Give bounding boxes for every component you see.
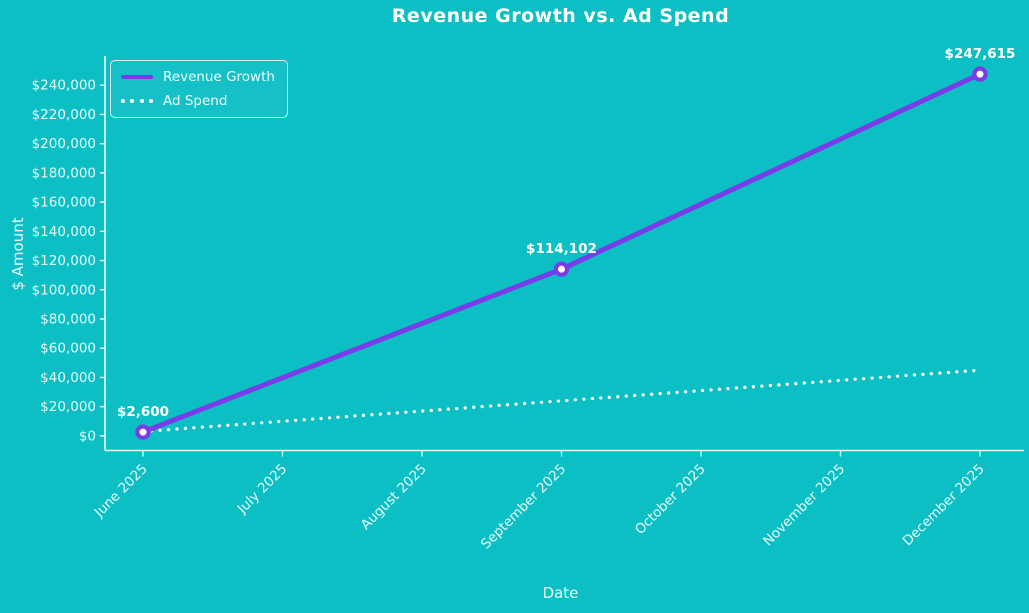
data-point-marker	[135, 424, 151, 440]
y-tick-label: $100,000	[32, 282, 96, 298]
y-tick-label: $40,000	[40, 370, 96, 386]
y-tick-label: $20,000	[40, 399, 96, 415]
data-point-marker	[972, 66, 988, 82]
y-axis-label: $ Amount	[9, 217, 27, 291]
legend-label-revenue-growth: Revenue Growth	[163, 69, 275, 85]
x-tick-label: September 2025	[478, 461, 569, 552]
y-tick-label: $120,000	[32, 253, 96, 269]
data-point-marker	[553, 261, 570, 277]
x-tick-label: August 2025	[358, 461, 430, 533]
x-tick-label: October 2025	[632, 461, 709, 538]
x-tick-label: December 2025	[900, 461, 988, 549]
ad-spend-line	[141, 368, 982, 434]
x-tick-label: June 2025	[91, 461, 151, 521]
data-point-annotation: $247,615	[945, 46, 1016, 62]
y-tick-label: $160,000	[32, 195, 96, 211]
ad-spend-line-swatch	[121, 99, 153, 103]
legend-item-revenue-growth: Revenue Growth	[121, 68, 275, 86]
y-tick-label: $140,000	[32, 224, 96, 240]
revenue-line-swatch	[121, 74, 153, 80]
data-point-annotation: $114,102	[526, 241, 597, 257]
y-tick-label: $180,000	[32, 165, 96, 181]
x-axis-label: Date	[542, 584, 579, 602]
data-point-annotation: $2,600	[117, 404, 169, 420]
y-tick-label: $200,000	[32, 136, 96, 152]
legend: Revenue Growth Ad Spend	[110, 60, 288, 118]
chart-title: Revenue Growth vs. Ad Spend	[391, 5, 730, 27]
y-tick-label: $80,000	[40, 312, 96, 328]
y-tick-label: $60,000	[40, 341, 96, 357]
x-tick-label: November 2025	[760, 461, 848, 549]
y-tick-label: $220,000	[32, 107, 96, 123]
y-tick-label: $0	[79, 428, 96, 444]
x-tick-label: July 2025	[234, 461, 291, 518]
legend-label-ad-spend: Ad Spend	[163, 93, 228, 109]
legend-item-ad-spend: Ad Spend	[121, 92, 275, 110]
y-tick-label: $240,000	[32, 78, 96, 94]
